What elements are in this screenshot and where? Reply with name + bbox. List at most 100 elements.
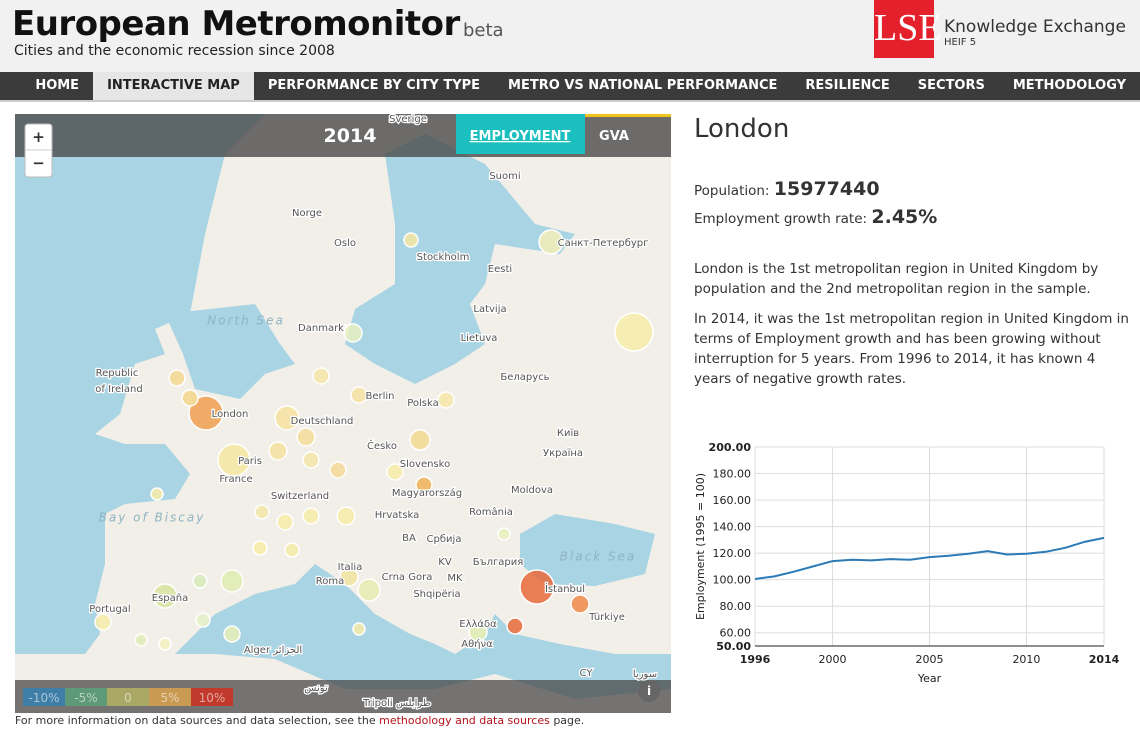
subtitle: Cities and the economic recession since … (14, 43, 335, 59)
zoom-in[interactable]: + (32, 128, 45, 146)
city-marker[interactable] (538, 229, 564, 255)
x-axis-label: Year (917, 672, 942, 685)
nav-item[interactable]: SECTORS (917, 78, 985, 93)
city-marker[interactable] (614, 312, 654, 352)
growth-row: Employment growth rate: 2.45% (694, 207, 1129, 229)
city-marker[interactable] (152, 583, 178, 609)
nav-item[interactable]: PERFORMANCE BY CITY TYPE (267, 78, 481, 93)
city-marker[interactable] (195, 612, 211, 628)
nav-item[interactable]: RESILIENCE (805, 78, 890, 93)
map-label: Alger الجزائر (244, 645, 302, 656)
city-marker[interactable] (519, 569, 555, 605)
map-label: Αθήνα (461, 638, 493, 650)
city-marker[interactable] (188, 395, 224, 431)
city-marker[interactable] (497, 527, 511, 541)
map-label: Danmark (298, 323, 344, 334)
city-marker[interactable] (506, 617, 524, 635)
city-marker[interactable] (403, 232, 419, 248)
sea (15, 114, 671, 699)
logo[interactable]: LSE (874, 0, 942, 58)
map-label: Санкт-Петербург (558, 238, 649, 249)
map-label: Roma (316, 576, 345, 587)
nav-item[interactable]: INTERACTIVE MAP (93, 72, 254, 100)
map-label: Italia (338, 562, 363, 573)
city-marker[interactable] (350, 386, 368, 404)
map-label: Moldova (511, 485, 553, 496)
city-marker[interactable] (296, 427, 316, 447)
city-marker[interactable] (252, 540, 268, 556)
x-tick-label: 2000 (819, 653, 847, 666)
city-marker[interactable] (437, 391, 455, 409)
city-marker[interactable] (168, 369, 186, 387)
growth-label: Employment growth rate: (694, 211, 868, 227)
city-panel: London Population: 15977440 Employment g… (694, 112, 1129, 399)
city-marker[interactable] (94, 613, 112, 631)
city-marker[interactable] (134, 633, 148, 647)
map-label: KV (438, 557, 452, 568)
map-label: Eesti (488, 264, 512, 275)
city-marker[interactable] (254, 504, 270, 520)
city-marker[interactable] (302, 507, 320, 525)
city-marker[interactable] (339, 567, 359, 587)
tab-employment[interactable]: EMPLOYMENT (470, 129, 571, 144)
city-marker[interactable] (158, 637, 172, 651)
city-marker[interactable] (150, 487, 164, 501)
city-marker[interactable] (302, 451, 320, 469)
map-label: North Sea (207, 314, 285, 328)
city-marker[interactable] (357, 578, 381, 602)
map[interactable]: 2014 EMPLOYMENT GVA + − -10% -5% 0 5% 10% i … (15, 114, 671, 713)
city-marker[interactable] (352, 622, 366, 636)
nav-item[interactable]: METHODOLOGY (1012, 78, 1126, 93)
city-marker[interactable] (268, 441, 288, 461)
map-label: Беларусь (500, 372, 549, 383)
org-sub: HEIF 5 (944, 37, 977, 48)
city-marker[interactable] (181, 389, 199, 407)
tab-gva[interactable]: GVA (599, 129, 629, 144)
nav-item[interactable]: HOME (35, 78, 80, 93)
city-marker[interactable] (223, 625, 241, 643)
city-marker[interactable] (192, 573, 208, 589)
footnote-link[interactable]: methodology and data sources (379, 714, 550, 727)
y-tick-label: 50.00 (716, 640, 751, 653)
map-label: España (152, 593, 188, 604)
city-marker[interactable] (274, 405, 300, 431)
city-marker[interactable] (312, 367, 330, 385)
map-label: Tripoli طرابلس (362, 698, 431, 709)
city-marker[interactable] (570, 594, 590, 614)
map-label: Polska (407, 398, 439, 409)
nav-item[interactable]: METRO VS NATIONAL PERFORMANCE (508, 78, 778, 93)
city-name: London (694, 114, 790, 144)
info-button[interactable] (638, 680, 660, 702)
map-label: България (473, 557, 524, 568)
city-marker[interactable] (217, 443, 251, 477)
city-marker[interactable] (284, 542, 300, 558)
legend: -10% -5% 0 5% 10% (23, 688, 233, 706)
city-marker[interactable] (386, 463, 404, 481)
zoom-out[interactable]: − (32, 154, 45, 172)
site-title[interactable]: European Metromonitor (12, 4, 460, 44)
tab-active[interactable] (456, 114, 585, 154)
map-label: CY (580, 668, 594, 679)
city-marker[interactable] (276, 513, 294, 531)
legend-label: -5% (74, 691, 97, 705)
city-marker[interactable] (409, 429, 431, 451)
city-marker[interactable] (220, 569, 244, 593)
map-label: London (212, 409, 249, 420)
city-marker[interactable] (415, 476, 433, 494)
map-label: France (219, 474, 252, 485)
map-label: Shqipëria (413, 589, 460, 600)
legend-label: -10% (28, 691, 59, 705)
paragraph: In 2014, it was the 1st metropolitan reg… (694, 311, 1129, 387)
city-marker[interactable] (343, 323, 363, 343)
year: 2014 (324, 125, 377, 147)
city-marker[interactable] (336, 506, 356, 526)
x-tick-label: 1996 (740, 653, 771, 666)
map-label: Hrvatska (375, 510, 420, 521)
map-label: Norge (292, 208, 322, 219)
y-tick-label: 100.00 (713, 574, 752, 587)
map-label: Black Sea (560, 550, 637, 564)
city-marker[interactable] (468, 622, 488, 642)
tab-marker (585, 114, 671, 117)
city-marker[interactable] (329, 461, 347, 479)
map-label: Republic (96, 368, 139, 379)
